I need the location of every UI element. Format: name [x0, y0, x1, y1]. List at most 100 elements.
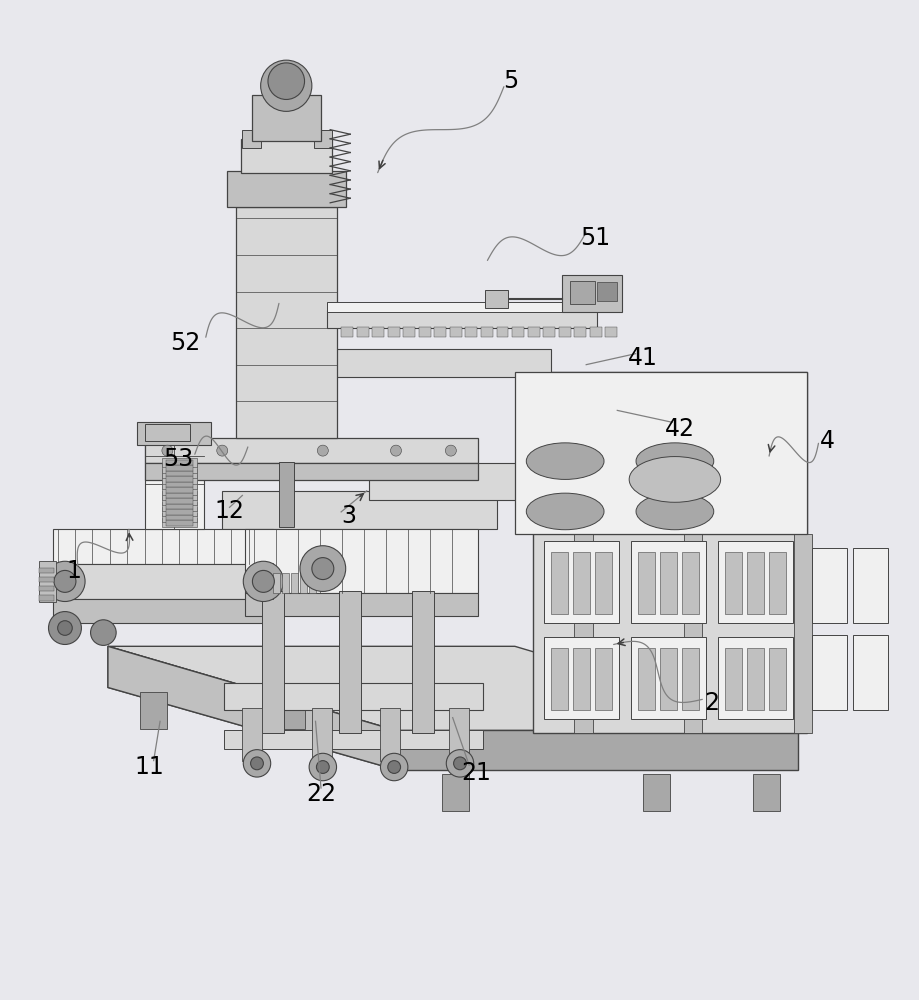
Bar	[266, 207, 277, 438]
Bar	[573, 327, 585, 337]
Bar	[528, 327, 539, 337]
Bar	[165, 487, 193, 493]
Bar	[165, 482, 193, 487]
Bar	[357, 327, 369, 337]
Bar	[542, 327, 554, 337]
Polygon shape	[224, 730, 482, 749]
Circle shape	[162, 445, 173, 456]
Circle shape	[316, 761, 329, 773]
Text: 5: 5	[502, 69, 517, 93]
Bar	[630, 541, 705, 623]
Bar	[165, 476, 193, 482]
Circle shape	[267, 63, 304, 99]
Circle shape	[300, 546, 346, 591]
Bar	[140, 692, 167, 729]
Polygon shape	[369, 463, 533, 500]
Polygon shape	[53, 529, 272, 564]
Text: 21: 21	[461, 761, 491, 785]
Bar	[165, 460, 193, 465]
Circle shape	[445, 445, 456, 456]
Bar	[596, 282, 617, 301]
Bar	[165, 471, 193, 476]
FancyBboxPatch shape	[811, 635, 845, 710]
Circle shape	[390, 445, 401, 456]
Bar	[589, 327, 601, 337]
Bar	[165, 509, 193, 515]
Bar	[724, 648, 741, 710]
Text: 42: 42	[664, 417, 694, 441]
Circle shape	[90, 620, 116, 645]
Bar	[278, 462, 293, 527]
Bar	[418, 327, 430, 337]
Text: 41: 41	[628, 346, 657, 370]
Bar	[543, 637, 618, 719]
Polygon shape	[484, 290, 507, 308]
Polygon shape	[144, 438, 478, 463]
Bar	[162, 491, 197, 500]
Bar	[573, 552, 589, 614]
Polygon shape	[137, 422, 211, 445]
Polygon shape	[227, 171, 346, 207]
Polygon shape	[53, 599, 272, 623]
Bar	[261, 591, 283, 733]
Bar	[162, 458, 197, 467]
Polygon shape	[108, 646, 798, 730]
Circle shape	[260, 60, 312, 111]
Bar	[717, 637, 792, 719]
Bar	[277, 692, 304, 729]
Circle shape	[380, 753, 407, 781]
Bar	[660, 648, 676, 710]
Bar	[605, 327, 617, 337]
Ellipse shape	[526, 443, 604, 479]
Bar	[682, 648, 698, 710]
Bar	[630, 637, 705, 719]
Polygon shape	[53, 564, 272, 599]
Polygon shape	[395, 730, 798, 770]
Bar	[236, 207, 247, 438]
Bar	[165, 493, 193, 498]
Bar	[339, 591, 361, 733]
Bar	[309, 573, 316, 593]
Bar	[162, 485, 197, 495]
Bar	[162, 513, 197, 522]
Bar	[746, 552, 763, 614]
Bar	[324, 207, 335, 438]
Ellipse shape	[635, 493, 713, 530]
Bar	[162, 518, 197, 527]
Polygon shape	[323, 349, 550, 377]
Polygon shape	[108, 646, 395, 770]
Bar	[272, 573, 279, 593]
Polygon shape	[235, 207, 336, 438]
Bar	[144, 424, 190, 441]
Polygon shape	[562, 275, 621, 312]
Polygon shape	[533, 372, 807, 733]
Bar	[558, 327, 570, 337]
Bar	[793, 534, 811, 733]
Circle shape	[312, 558, 334, 580]
Circle shape	[446, 750, 473, 777]
Bar	[40, 586, 54, 591]
Ellipse shape	[629, 457, 720, 502]
Bar	[40, 595, 54, 601]
Bar	[281, 573, 289, 593]
Circle shape	[453, 757, 466, 770]
Bar	[372, 327, 384, 337]
Circle shape	[243, 561, 283, 602]
Text: 1: 1	[66, 559, 82, 583]
Circle shape	[45, 561, 85, 602]
Bar	[162, 507, 197, 516]
Bar	[441, 774, 469, 811]
Bar	[449, 327, 461, 337]
Bar	[595, 648, 611, 710]
Bar	[165, 498, 193, 504]
Bar	[550, 552, 567, 614]
Bar	[642, 774, 670, 811]
Bar	[595, 552, 611, 614]
Bar	[684, 534, 701, 733]
FancyBboxPatch shape	[852, 635, 887, 710]
Ellipse shape	[635, 443, 713, 479]
Bar	[573, 534, 592, 733]
Bar	[162, 480, 197, 489]
Bar	[387, 327, 399, 337]
Bar	[412, 591, 434, 733]
